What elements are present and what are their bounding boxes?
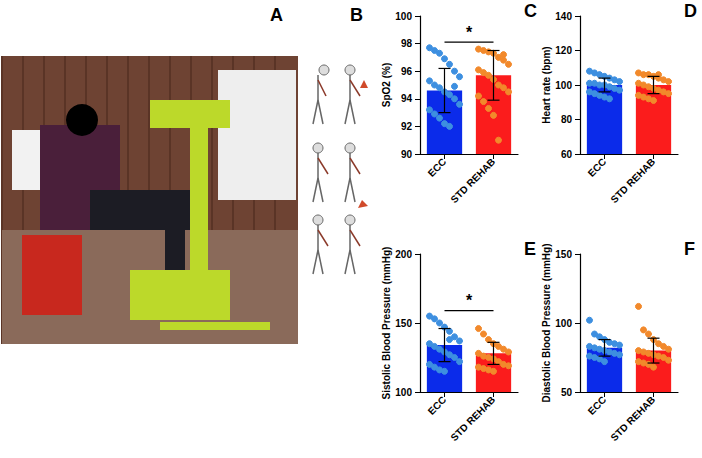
svg-text:80: 80 xyxy=(561,114,573,125)
svg-text:A: A xyxy=(270,5,283,25)
svg-text:100: 100 xyxy=(555,318,572,329)
svg-text:*: * xyxy=(466,24,473,41)
svg-text:100: 100 xyxy=(395,387,412,398)
svg-text:STD REHAB: STD REHAB xyxy=(608,156,657,205)
svg-text:150: 150 xyxy=(395,318,412,329)
svg-text:*: * xyxy=(466,292,473,309)
svg-text:200: 200 xyxy=(395,249,412,260)
svg-text:B: B xyxy=(350,5,363,25)
svg-text:90: 90 xyxy=(401,149,413,160)
svg-text:STD REHAB: STD REHAB xyxy=(608,394,657,443)
svg-text:E: E xyxy=(524,239,536,259)
svg-text:Heart rate (bpm): Heart rate (bpm) xyxy=(541,46,552,123)
svg-text:C: C xyxy=(524,1,537,21)
svg-text:STD REHAB: STD REHAB xyxy=(448,156,497,205)
svg-text:Diastolic Blood Pressure (mmHg: Diastolic Blood Pressure (mmHg) xyxy=(541,244,552,403)
svg-text:ECC: ECC xyxy=(426,156,449,179)
svg-text:92: 92 xyxy=(401,121,413,132)
svg-text:ECC: ECC xyxy=(586,394,609,417)
svg-text:94: 94 xyxy=(401,93,413,104)
svg-text:SpO2 (%): SpO2 (%) xyxy=(381,63,392,107)
svg-text:D: D xyxy=(684,1,697,21)
svg-text:ECC: ECC xyxy=(426,394,449,417)
svg-text:50: 50 xyxy=(561,387,573,398)
svg-text:F: F xyxy=(684,239,695,259)
svg-text:120: 120 xyxy=(555,45,572,56)
svg-text:96: 96 xyxy=(401,66,413,77)
svg-text:Sistolic Blood Pressure (mmHg): Sistolic Blood Pressure (mmHg) xyxy=(381,247,392,400)
svg-text:60: 60 xyxy=(561,149,573,160)
svg-text:100: 100 xyxy=(555,80,572,91)
svg-text:100: 100 xyxy=(395,11,412,22)
svg-text:98: 98 xyxy=(401,38,413,49)
svg-text:140: 140 xyxy=(555,11,572,22)
svg-text:150: 150 xyxy=(555,249,572,260)
svg-text:STD REHAB: STD REHAB xyxy=(448,394,497,443)
svg-text:ECC: ECC xyxy=(586,156,609,179)
